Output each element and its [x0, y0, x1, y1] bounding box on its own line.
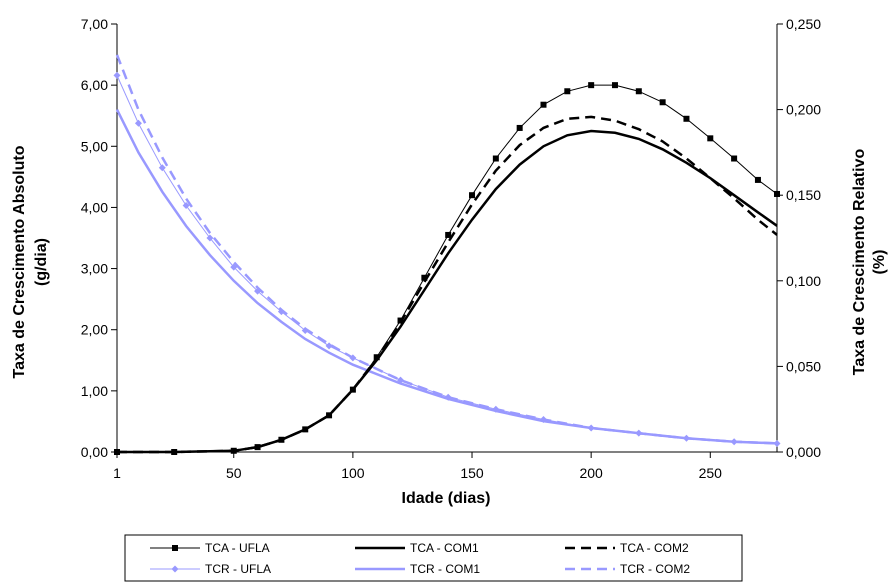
y-left-tick-label: 1,00: [81, 383, 108, 399]
series-layer: [113, 54, 781, 455]
data-point-square: [774, 190, 780, 197]
data-point-diamond: [113, 71, 121, 79]
y-right-tick-label: 0,150: [786, 187, 821, 203]
y-right-tick-label: 0,200: [786, 102, 821, 118]
data-point-square: [588, 82, 595, 89]
data-point-square: [302, 426, 309, 433]
data-point-diamond: [158, 164, 166, 172]
series-line: [115, 54, 778, 445]
data-point-diamond: [182, 201, 190, 209]
legend-label: TCA - COM1: [410, 541, 479, 555]
legend-marker-square: [172, 545, 178, 551]
legend-label: TCA - UFLA: [205, 541, 270, 555]
legend-label: TCA - COM2: [620, 541, 689, 555]
x-tick-label: 150: [460, 465, 484, 481]
legend-item-tca-com2: TCA - COM2: [565, 541, 689, 555]
data-point-square: [635, 88, 642, 95]
data-point-square: [659, 99, 666, 106]
legend-label: TCR - COM2: [620, 562, 690, 576]
y-right-axis-title-line2: (%): [871, 250, 888, 275]
data-point-square: [230, 447, 237, 454]
legend-box: [124, 534, 743, 582]
y-left-tick-label: 7,00: [81, 16, 108, 32]
y-left-tick-label: 4,00: [81, 199, 108, 215]
data-point-square: [445, 231, 452, 238]
series-tca-com2: [117, 115, 778, 454]
data-point-square: [754, 176, 761, 183]
legend-item-tcr-com2: TCR - COM2: [565, 562, 690, 576]
series-tca-com1: [117, 129, 778, 454]
x-tick-label: 250: [699, 465, 723, 481]
data-point-square: [683, 115, 690, 122]
data-point-diamond: [206, 234, 214, 242]
legend-item-tcr-com1: TCR - COM1: [355, 562, 480, 576]
axes: 0,00 1,00 2,00 3,00 4,00 5,00 6,00 7,00 0,000 0,0…: [81, 16, 821, 481]
series-tcr-com2: [115, 54, 778, 445]
data-point-diamond: [325, 342, 333, 350]
data-point-square: [421, 274, 428, 281]
x-axis-title: Idade (dias): [402, 490, 491, 507]
y-right-tick-label: 0,250: [786, 16, 821, 32]
series-tcr-com1: [115, 109, 778, 445]
data-point-square: [114, 449, 120, 455]
data-point-diamond: [773, 439, 781, 447]
data-point-square: [326, 412, 333, 419]
legend-item-tca-ufla: TCA - UFLA: [150, 541, 270, 555]
series-tca-ufla: [114, 82, 780, 455]
legend-item-tcr-ufla: TCR - UFLA: [150, 562, 271, 576]
data-point-square: [373, 354, 380, 361]
x-tick-label: 1: [113, 465, 121, 481]
data-point-square: [469, 192, 476, 199]
data-point-square: [611, 82, 618, 89]
y-left-axis-title-line1: Taxa de Crescimento Absoluto: [11, 145, 28, 378]
y-left-axis-title-line2: (g/dia): [33, 238, 50, 286]
series-line: [117, 115, 778, 454]
series-line: [117, 129, 778, 454]
legend-marker-diamond: [171, 565, 179, 573]
legend-label: TCR - UFLA: [205, 562, 271, 576]
data-point-square: [492, 155, 499, 162]
data-point-square: [278, 436, 285, 443]
data-point-square: [254, 444, 261, 451]
legend-item-tca-com1: TCA - COM1: [355, 541, 479, 555]
series-line: [115, 109, 778, 445]
x-tick-label: 100: [341, 465, 365, 481]
data-point-square: [171, 449, 178, 455]
y-left-tick-label: 6,00: [81, 77, 108, 93]
series-line: [116, 75, 778, 444]
series-line: [117, 84, 778, 453]
data-point-square: [397, 317, 404, 324]
y-left-tick-label: 0,00: [81, 444, 108, 460]
y-left-tick-label: 2,00: [81, 322, 108, 338]
data-point-square: [540, 101, 547, 108]
data-point-square: [564, 88, 571, 95]
y-left-tick-label: 3,00: [81, 261, 108, 277]
y-left-tick-label: 5,00: [81, 138, 108, 154]
data-point-square: [349, 386, 356, 393]
y-right-axis-title-line1: Taxa de Crescimento Relativo: [851, 149, 868, 376]
legend: TCA - UFLA TCA - COM1 TCA - COM2 TCR - UFLA…: [124, 534, 743, 582]
data-point-square: [516, 124, 523, 131]
data-point-square: [731, 155, 738, 162]
x-tick-label: 50: [226, 465, 242, 481]
y-right-tick-label: 0,000: [786, 444, 821, 460]
data-point-diamond: [134, 119, 142, 127]
data-point-square: [707, 135, 714, 142]
legend-label: TCR - COM1: [410, 562, 480, 576]
y-right-tick-label: 0,050: [786, 358, 821, 374]
x-tick-label: 200: [579, 465, 603, 481]
y-right-tick-label: 0,100: [786, 273, 821, 289]
